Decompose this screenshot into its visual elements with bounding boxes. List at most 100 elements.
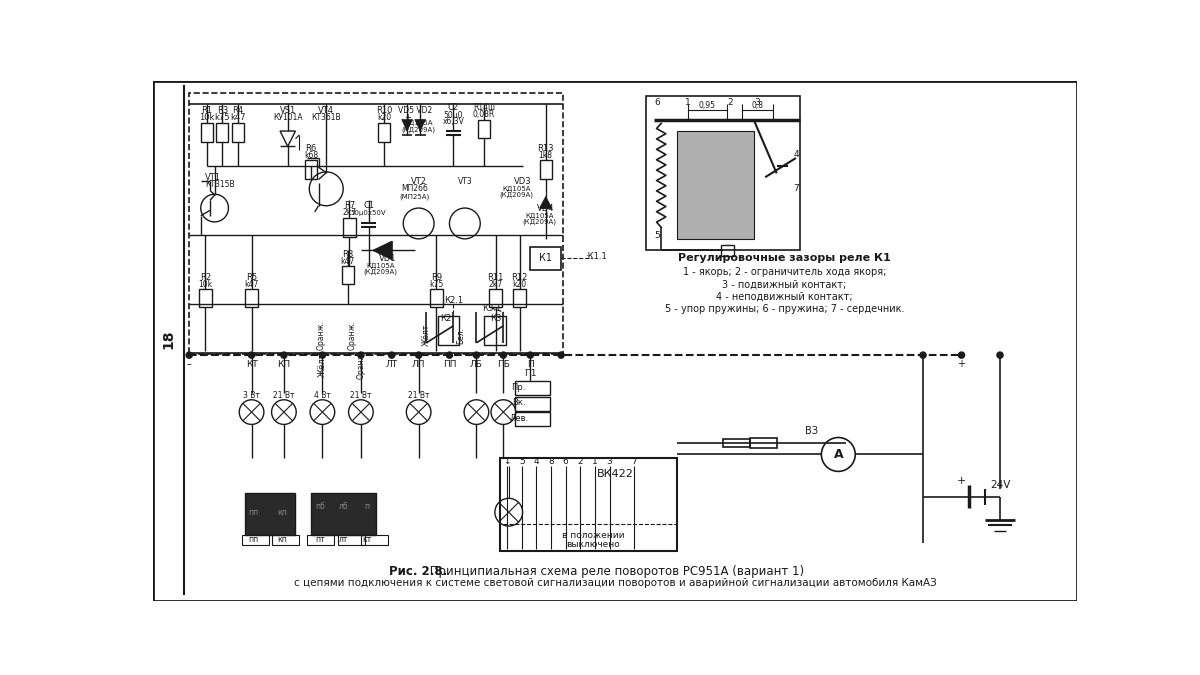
Circle shape: [959, 352, 965, 358]
Text: 24V: 24V: [990, 480, 1010, 490]
Text: ЛП: ЛП: [412, 360, 426, 369]
Text: пб: пб: [316, 502, 325, 511]
Text: ↓: ↓: [504, 457, 511, 466]
Text: ·К1.1: ·К1.1: [584, 252, 607, 261]
Text: КТ: КТ: [246, 360, 258, 369]
Text: ПП: ПП: [443, 360, 456, 369]
Bar: [342, 266, 354, 284]
Bar: [484, 316, 505, 345]
Text: К1: К1: [539, 253, 552, 263]
Text: Регулировочные зазоры реле К1: Регулировочные зазоры реле К1: [678, 253, 890, 263]
Text: 1: 1: [685, 98, 691, 107]
Text: КУ101А: КУ101А: [272, 113, 302, 122]
Text: пт: пт: [316, 535, 325, 543]
Text: лб: лб: [338, 502, 348, 511]
Text: 8: 8: [548, 457, 554, 466]
Text: k47: k47: [341, 256, 355, 266]
Bar: [190, 92, 563, 354]
Text: 1k8: 1k8: [539, 151, 553, 160]
Text: К2: К2: [440, 314, 451, 323]
Text: 3: 3: [755, 98, 761, 107]
Text: КТ315В: КТ315В: [205, 180, 235, 190]
Text: 10k: 10k: [198, 279, 212, 289]
Text: R1: R1: [202, 106, 212, 115]
Circle shape: [281, 352, 287, 358]
Text: (КД209А): (КД209А): [364, 269, 397, 275]
Text: R3: R3: [217, 106, 228, 115]
Text: Бел.: Бел.: [456, 327, 466, 344]
Bar: [490, 289, 502, 307]
Circle shape: [319, 352, 325, 358]
Text: (КД209А): (КД209А): [499, 192, 534, 198]
Text: 1 - якорь; 2 - ограничитель хода якоря;: 1 - якорь; 2 - ограничитель хода якоря;: [683, 267, 886, 277]
Text: Рис. 2.8.: Рис. 2.8.: [389, 565, 448, 578]
Text: 21 Вт: 21 Вт: [274, 391, 295, 400]
Bar: [530, 246, 562, 269]
Text: R14ш: R14ш: [473, 103, 496, 113]
Circle shape: [997, 352, 1003, 358]
Text: 7: 7: [793, 184, 799, 193]
Bar: [515, 397, 550, 410]
Text: 0,8: 0,8: [751, 101, 763, 110]
Text: R2: R2: [199, 273, 211, 282]
Text: 4: 4: [793, 150, 799, 159]
Text: ПБ: ПБ: [497, 360, 510, 369]
Bar: [307, 535, 334, 545]
Bar: [514, 289, 526, 307]
Text: кп: кп: [277, 535, 287, 543]
Text: VS1: VS1: [280, 106, 296, 115]
Text: П1: П1: [524, 369, 536, 378]
Text: x6,3V: x6,3V: [443, 117, 464, 126]
Text: 2: 2: [577, 457, 583, 466]
Text: (КД209А): (КД209А): [522, 219, 557, 225]
Text: 3 - подвижный контакт;: 3 - подвижный контакт;: [722, 279, 846, 290]
Text: КД105А: КД105А: [404, 120, 433, 126]
Text: 2k7: 2k7: [488, 279, 503, 289]
Text: 3 Вт: 3 Вт: [244, 391, 260, 400]
Text: R6: R6: [305, 144, 317, 153]
Text: 21 Вт: 21 Вт: [408, 391, 430, 400]
Text: 50μ0x50V: 50μ0x50V: [350, 211, 386, 217]
Text: пп: пп: [248, 535, 258, 543]
Text: кп: кп: [277, 508, 287, 516]
Text: R12: R12: [511, 273, 528, 282]
Text: в положении: в положении: [562, 531, 625, 540]
Text: k20: k20: [512, 279, 527, 289]
Text: (МП25А): (МП25А): [400, 193, 430, 200]
Text: R9: R9: [431, 273, 442, 282]
Bar: [646, 97, 799, 250]
Text: 4 - неподвижный контакт;: 4 - неподвижный контакт;: [716, 292, 853, 302]
Text: кт: кт: [362, 535, 372, 543]
Text: VD5 VD2: VD5 VD2: [397, 106, 432, 115]
Bar: [338, 535, 365, 545]
Text: VT3: VT3: [457, 177, 473, 186]
Text: 0,95: 0,95: [698, 101, 716, 110]
Bar: [540, 160, 552, 179]
Circle shape: [248, 352, 254, 358]
Text: Жёлт: Жёлт: [318, 352, 326, 377]
Text: ЛТ: ЛТ: [385, 360, 397, 369]
Text: Принципиальная схема реле поворотов РС951А (вариант 1): Принципиальная схема реле поворотов РС95…: [426, 565, 804, 578]
Text: Лев.: Лев.: [509, 414, 528, 423]
Bar: [750, 437, 776, 448]
Text: 2: 2: [727, 98, 733, 107]
Text: VD1: VD1: [379, 254, 396, 263]
Text: +: +: [958, 359, 966, 369]
Bar: [378, 124, 390, 142]
Text: ВЗ: ВЗ: [805, 427, 818, 436]
Text: Пр.: Пр.: [511, 383, 526, 392]
Bar: [216, 124, 228, 142]
Text: C1: C1: [364, 201, 374, 210]
Bar: [200, 124, 214, 142]
Text: R11: R11: [487, 273, 504, 282]
Polygon shape: [540, 196, 552, 208]
Text: k75: k75: [430, 279, 444, 289]
Text: +: +: [956, 477, 966, 487]
Text: 50μ0: 50μ0: [444, 111, 463, 120]
Text: 6: 6: [654, 98, 660, 107]
Bar: [246, 289, 258, 307]
Text: лт: лт: [338, 535, 348, 543]
Bar: [232, 124, 244, 142]
Text: 7: 7: [631, 457, 637, 466]
Text: k68: k68: [304, 151, 318, 160]
